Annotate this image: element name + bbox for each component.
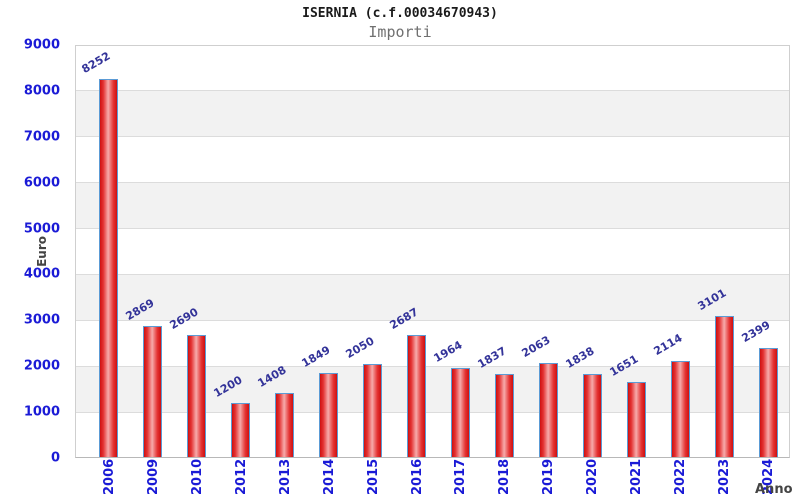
bar: 2114	[651, 331, 690, 458]
x-tick-label: 2018	[497, 458, 513, 495]
bar: 1849	[300, 344, 339, 458]
bar: 1651	[607, 353, 646, 458]
x-label-slot: 2020	[570, 458, 614, 500]
y-tick-label: 7000	[23, 129, 60, 145]
bar: 2869	[124, 297, 163, 458]
x-label-slot: 2021	[614, 458, 658, 500]
y-tick-label: 6000	[23, 175, 60, 191]
grid-band	[75, 228, 790, 274]
bar-slot: 2063	[519, 45, 570, 458]
x-tick-label: 2009	[145, 458, 161, 495]
x-label-slot: 2018	[482, 458, 526, 500]
x-axis-title: Anno	[755, 482, 793, 497]
x-tick-label: 2012	[233, 458, 249, 495]
bar-slot: 1964	[431, 45, 483, 458]
x-tick-label: 2017	[453, 458, 469, 495]
x-label-slot: 2022	[658, 458, 702, 500]
x-tick-label: 2013	[277, 458, 293, 495]
bar-slot: 2399	[739, 45, 790, 458]
bar: 2399	[739, 318, 778, 458]
bar-slot: 1408	[256, 45, 307, 458]
bar: 2690	[168, 305, 207, 458]
x-label-slot: 2010	[175, 458, 219, 500]
x-tick-label: 2006	[101, 458, 117, 495]
bar-slot: 2114	[651, 45, 702, 458]
bar-slot: 2687	[388, 45, 439, 458]
bar: 1837	[475, 344, 514, 458]
grid-band	[75, 90, 790, 136]
bar: 1200	[212, 373, 251, 458]
y-tick-label: 5000	[23, 221, 60, 237]
x-label-slot: 2016	[395, 458, 439, 500]
y-tick-label: 2000	[23, 358, 60, 374]
x-label-slot: 2019	[526, 458, 570, 500]
bar-slot: 1849	[300, 45, 351, 458]
x-tick-label: 2010	[189, 458, 205, 495]
x-tick-label: 2016	[409, 458, 425, 495]
y-tick-label: 8000	[23, 83, 60, 99]
plot-area: 8252 2869 2690 1200 1408 1849 2050 2687 1964 1837…	[75, 45, 790, 458]
x-tick-label: 2015	[365, 458, 381, 495]
bar-slot: 1837	[475, 45, 526, 458]
bar-slot: 8252	[80, 45, 131, 458]
x-tick-label: 2019	[541, 458, 557, 495]
grid-band	[75, 182, 790, 228]
bar-slot: 2690	[168, 45, 219, 458]
bar-slot: 1838	[563, 45, 614, 458]
bar-slot: 2050	[344, 45, 395, 458]
bar: 2050	[344, 334, 383, 458]
x-label-slot: 2009	[131, 458, 175, 500]
x-label-slot: 2013	[263, 458, 307, 500]
bar: 1838	[563, 344, 602, 458]
bar: 2687	[388, 305, 427, 458]
y-axis-title: Euro	[34, 45, 50, 458]
x-tick-label: 2023	[717, 458, 733, 495]
x-label-slot: 2015	[351, 458, 395, 500]
x-tick-label: 2014	[321, 458, 337, 495]
y-tick-label: 9000	[23, 37, 60, 53]
x-axis-labels: 2006 2009 2010 2012 2013 2014 2015 2016 2017 2018…	[75, 458, 790, 500]
bar-slot: 3101	[695, 45, 746, 458]
y-axis-title-text: Euro	[35, 236, 49, 267]
chart-title: ISERNIA (c.f.00034670943)	[302, 6, 498, 21]
x-tick-label: 2020	[585, 458, 601, 495]
bar: 1408	[256, 364, 295, 458]
grid-band	[75, 136, 790, 182]
bar-slot: 2869	[124, 45, 175, 458]
x-label-slot: 2017	[439, 458, 483, 500]
bar: 3101	[695, 286, 734, 458]
x-label-slot: 2014	[307, 458, 351, 500]
bar: 8252	[80, 50, 119, 458]
bar: 2063	[519, 334, 558, 458]
chart-subtitle: Importi	[368, 23, 432, 41]
x-label-slot: 2006	[87, 458, 131, 500]
bar-slot: 1651	[607, 45, 658, 458]
bar-slot: 1200	[212, 45, 263, 458]
y-tick-label: 1000	[23, 404, 60, 420]
bar-value-label: 8252	[79, 49, 113, 77]
x-tick-label: 2022	[673, 458, 689, 495]
x-label-slot: 2023	[702, 458, 746, 500]
bar: 1964	[431, 338, 470, 458]
y-tick-label: 3000	[23, 312, 60, 328]
bars-container: 8252 2869 2690 1200 1408 1849 2050 2687 1964 1837…	[75, 45, 790, 458]
x-label-slot: 2012	[219, 458, 263, 500]
y-axis-ticks: 9000 8000 7000 6000 5000 4000 3000 2000 1000 0	[0, 38, 68, 466]
y-tick-label: 4000	[23, 266, 60, 282]
grid-band	[75, 45, 790, 90]
x-tick-label: 2021	[629, 458, 645, 495]
grid-band	[75, 274, 790, 320]
y-tick-label: 0	[50, 450, 60, 466]
